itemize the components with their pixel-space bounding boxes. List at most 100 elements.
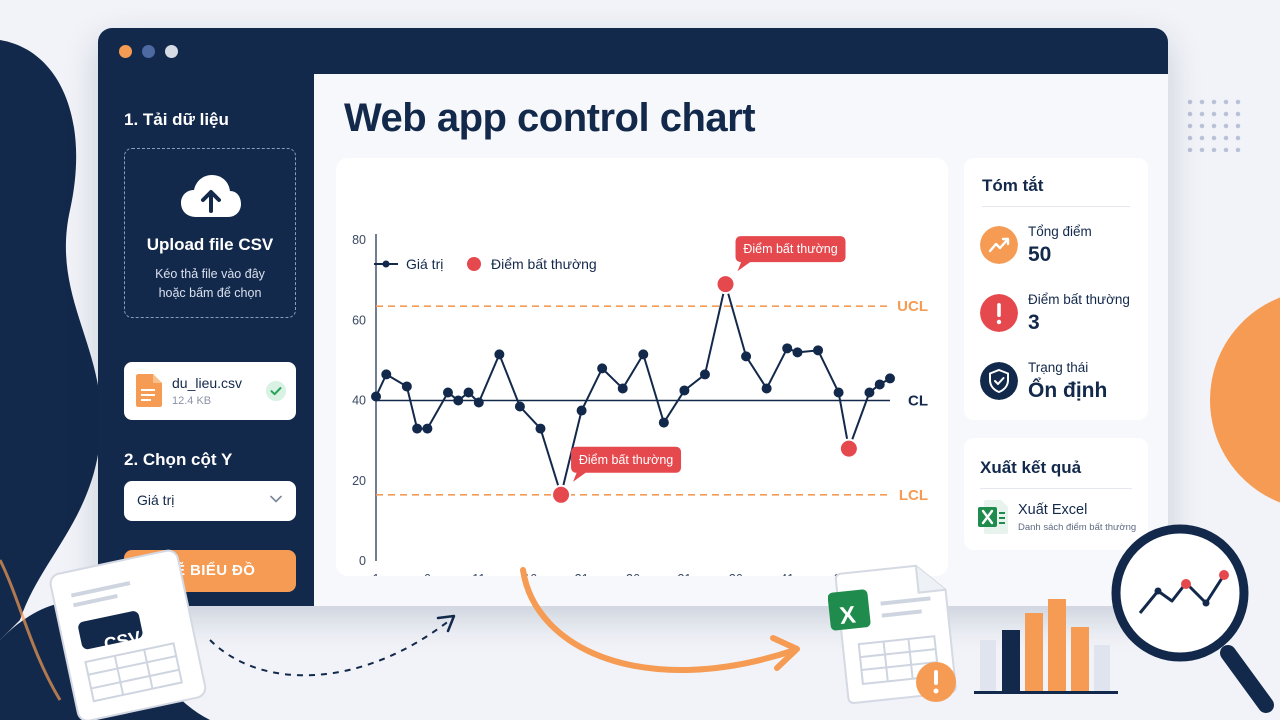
anomaly-callout-pointer [573,471,588,482]
summary-panel: Tóm tắt Tổng điểm 50 Điểm bất thường 3 [964,158,1148,420]
y-tick-label: 40 [352,394,366,408]
summary-label-total: Tổng điểm [1028,224,1092,239]
file-size: 12.4 KB [172,395,212,407]
page-title: Web app control chart [344,96,756,140]
data-point [514,401,525,412]
data-point [473,397,484,408]
window-close-button[interactable] [119,45,132,58]
chevron-down-icon [270,495,282,503]
x-tick-label: 31 [677,572,691,576]
summary-value-status: Ổn định [1028,379,1108,402]
data-point [874,379,885,390]
window-minimize-button[interactable] [142,45,155,58]
y-tick-label: 80 [352,233,366,247]
csv-file-illustration: CSV [49,549,207,720]
x-tick-label: 11 [472,572,485,576]
summary-label-status: Trạng thái [1028,360,1089,375]
legend-dot-marker [382,260,390,268]
excel-letter: X [838,601,857,630]
upload-hint: Kéo thả file vào đây hoặc bấm để chọn [135,265,285,303]
anomaly-callout-box [571,446,682,473]
check-icon [266,381,286,401]
data-point [699,369,710,380]
data-point [679,385,690,396]
legend-label-anomaly: Điểm bất thường [491,256,597,272]
cloud-upload-icon [181,175,241,217]
x-tick-label: 1 [373,572,380,576]
data-point [833,387,844,398]
csv-dropzone[interactable]: Upload file CSV Kéo thả file vào đây hoặ… [124,148,296,318]
title-bar [98,28,1168,74]
y-tick-label: 0 [359,554,366,568]
x-tick-label: 21 [575,572,589,576]
data-point [885,373,895,384]
x-tick-label: 41 [780,572,794,576]
x-tick-label: 26 [626,572,640,576]
main-content: Web app control chart Giá trị Điểm bất th… [314,74,1168,606]
control-label-cl: CL [908,393,928,410]
export-divider [980,488,1132,489]
summary-item-status: Trạng thái Ổn định [980,356,1140,406]
y-tick-label: 20 [352,474,366,488]
y-column-select[interactable]: Giá trị [124,481,296,521]
data-point [453,395,464,406]
summary-item-total: Tổng điểm 50 [980,220,1140,270]
file-icon [136,374,162,407]
summary-divider [982,206,1130,207]
data-point [535,423,546,434]
data-point [761,383,772,394]
export-excel-sub: Danh sách điểm bất thường [1018,522,1137,533]
data-point [792,347,803,358]
y-tick-label: 60 [352,313,366,327]
data-point [422,423,433,434]
data-point [638,349,649,360]
data-point [463,387,474,398]
anomaly-point [551,484,572,505]
data-point [658,417,669,428]
bar-graph-illustration [974,599,1118,694]
anomaly-callout-label: Điểm bất thường [579,453,673,467]
data-point [371,391,381,402]
data-point [597,363,608,374]
window-maximize-button[interactable] [165,45,178,58]
summary-label-anomalies: Điểm bất thường [1028,292,1130,307]
summary-value-anomalies: 3 [1028,311,1040,334]
anomaly-callout-label: Điểm bất thường [743,242,837,256]
upload-title: Upload file CSV [146,235,274,254]
magnifier-illustration [1111,524,1274,713]
excel-file-illustration: X [828,564,957,704]
x-tick-label: 36 [729,572,743,576]
export-panel: Xuất kết quả Xuất Excel Danh sách điểm b… [964,438,1148,550]
upload-hint-line1: Kéo thả file vào đây [155,267,265,281]
export-excel-button[interactable]: Xuất Excel Danh sách điểm bất thường [978,500,1142,536]
anomaly-callout-box [735,236,846,263]
summary-title: Tóm tắt [982,176,1044,195]
data-point [813,345,824,356]
sidebar: 1. Tải dữ liệu Upload file CSV Kéo thả f… [98,74,314,606]
data-point [401,381,412,392]
data-point [617,383,628,394]
upload-hint-line2: hoặc bấm để chọn [158,286,262,300]
alert-icon [980,294,1018,332]
control-label-lcl: LCL [899,487,928,504]
data-point [741,351,752,362]
data-point [864,387,875,398]
app-window: 1. Tải dữ liệu Upload file CSV Kéo thả f… [98,28,1168,606]
dot-grid-decoration [1184,96,1244,152]
trend-up-icon [980,226,1018,264]
control-label-ucl: UCL [897,298,928,315]
x-tick-label: 16 [523,572,537,576]
uploaded-file-card[interactable]: du_lieu.csv 12.4 KB [124,362,296,420]
data-point [412,423,423,434]
anomaly-point [838,438,859,459]
dashed-arrow-decoration [209,614,456,677]
y-column-select-value: Giá trị [137,492,175,508]
data-point [576,405,587,416]
data-point [381,369,392,380]
data-point [782,343,793,354]
data-point [494,349,505,360]
orange-arrow-decoration [520,567,800,673]
file-name: du_lieu.csv [172,375,243,391]
anomaly-callout-pointer [737,261,752,272]
